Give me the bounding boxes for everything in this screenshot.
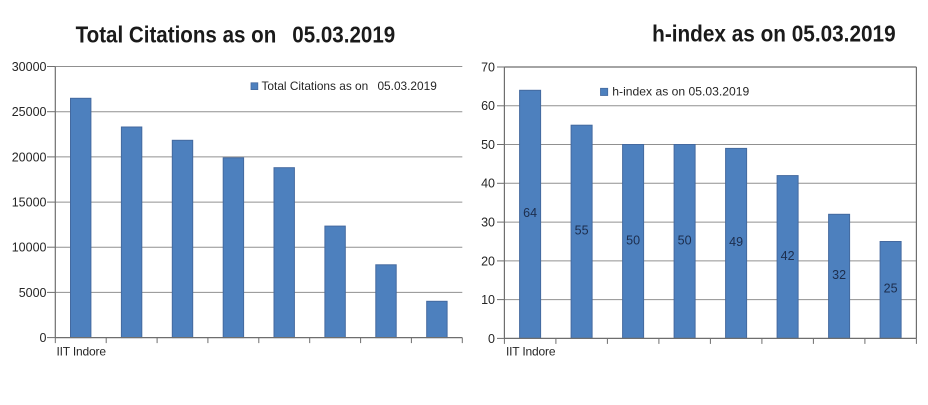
svg-text:Total Citations as on 05.03.2: Total Citations as on 05.03.2019 — [76, 21, 396, 47]
svg-text:IIT Indore: IIT Indore — [506, 345, 556, 359]
svg-text:40: 40 — [481, 177, 495, 191]
svg-text:10: 10 — [481, 293, 495, 307]
svg-text:49: 49 — [729, 235, 743, 249]
svg-text:50: 50 — [678, 233, 692, 247]
svg-text:55: 55 — [575, 224, 589, 238]
svg-text:20000: 20000 — [12, 150, 47, 164]
svg-text:32: 32 — [832, 268, 846, 282]
svg-text:h-index as on 05.03.2019: h-index as on 05.03.2019 — [612, 85, 749, 99]
svg-text:70: 70 — [481, 60, 495, 74]
svg-text:15000: 15000 — [12, 196, 47, 210]
svg-text:50: 50 — [481, 138, 495, 152]
svg-text:20: 20 — [481, 254, 495, 268]
svg-text:25: 25 — [884, 282, 898, 296]
svg-text:25000: 25000 — [12, 105, 47, 119]
svg-text:10000: 10000 — [12, 241, 47, 255]
svg-text:5000: 5000 — [19, 286, 47, 300]
svg-text:30000: 30000 — [12, 60, 47, 74]
svg-text:30: 30 — [481, 216, 495, 230]
svg-text:IIT Indore: IIT Indore — [57, 345, 107, 359]
svg-text:60: 60 — [481, 99, 495, 113]
svg-text:50: 50 — [626, 233, 640, 247]
svg-text:64: 64 — [523, 206, 537, 220]
svg-text:h-index as on 05.03.2019: h-index as on 05.03.2019 — [652, 20, 896, 46]
svg-text:0: 0 — [488, 332, 495, 346]
svg-text:42: 42 — [781, 249, 795, 263]
svg-text:Total Citations as on 05.03.2: Total Citations as on 05.03.2019 — [262, 79, 438, 93]
svg-text:0: 0 — [40, 331, 47, 345]
